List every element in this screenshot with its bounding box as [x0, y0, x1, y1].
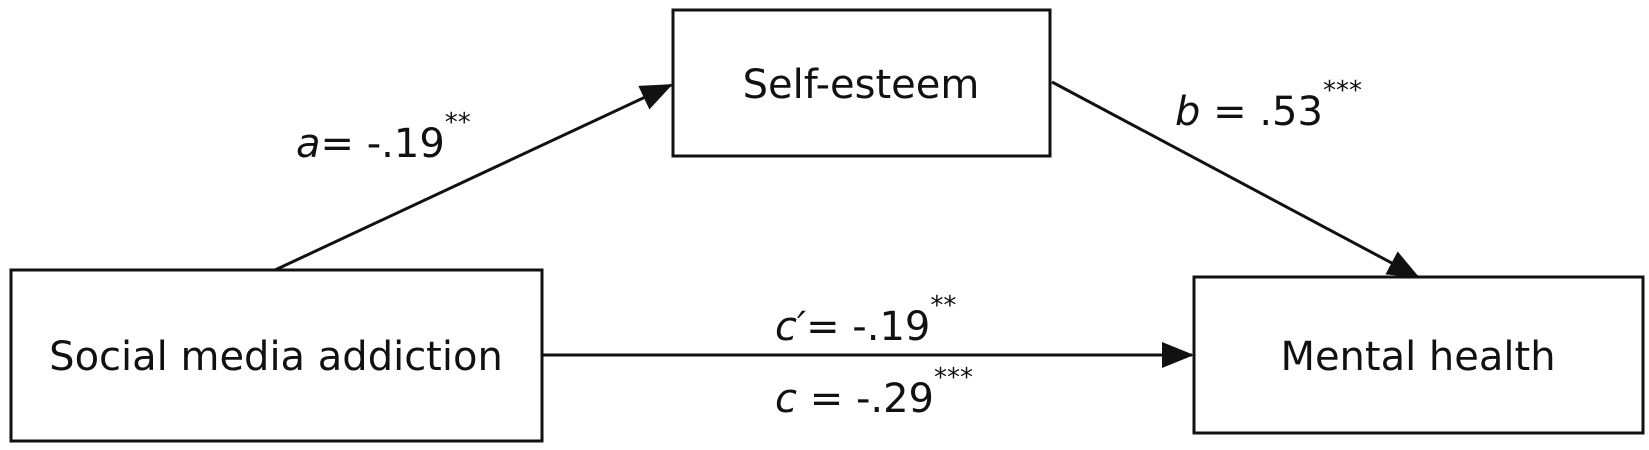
path-c-label: c = -.29*** [775, 363, 973, 422]
path-c-prime-value: = -.19 [806, 304, 930, 350]
path-a-arrow [274, 83, 673, 272]
path-c-prime-symbol: c′ [775, 304, 806, 350]
path-b-stars: *** [1323, 76, 1362, 106]
path-a-stars: ** [445, 108, 471, 138]
outcome-label: Mental health [1280, 334, 1555, 380]
path-c-symbol: c [775, 376, 797, 422]
mediator-label: Self-esteem [743, 62, 980, 108]
path-c-prime-label: c′= -.19** [775, 291, 956, 350]
mediator-node: Self-esteem [671, 8, 1052, 158]
path-a-symbol: a [296, 121, 321, 167]
path-c-stars: *** [934, 363, 973, 393]
predictor-box [9, 268, 544, 443]
outcome-node: Mental health [1192, 275, 1645, 435]
path-b-symbol: b [1175, 89, 1200, 135]
path-c-prime-stars: ** [930, 291, 956, 321]
predictor-label: Social media addiction [49, 334, 503, 380]
predictor-node: Social media addiction [9, 268, 544, 443]
path-c-value: = -.29 [797, 376, 934, 422]
path-b-arrow [1051, 80, 1420, 279]
path-a-value: = -.19 [321, 121, 445, 167]
mediator-box [671, 8, 1052, 158]
path-b-value: = .53 [1200, 89, 1323, 135]
path-b-label: b = .53*** [1175, 76, 1362, 135]
path-a-label: a= -.19** [296, 108, 471, 167]
